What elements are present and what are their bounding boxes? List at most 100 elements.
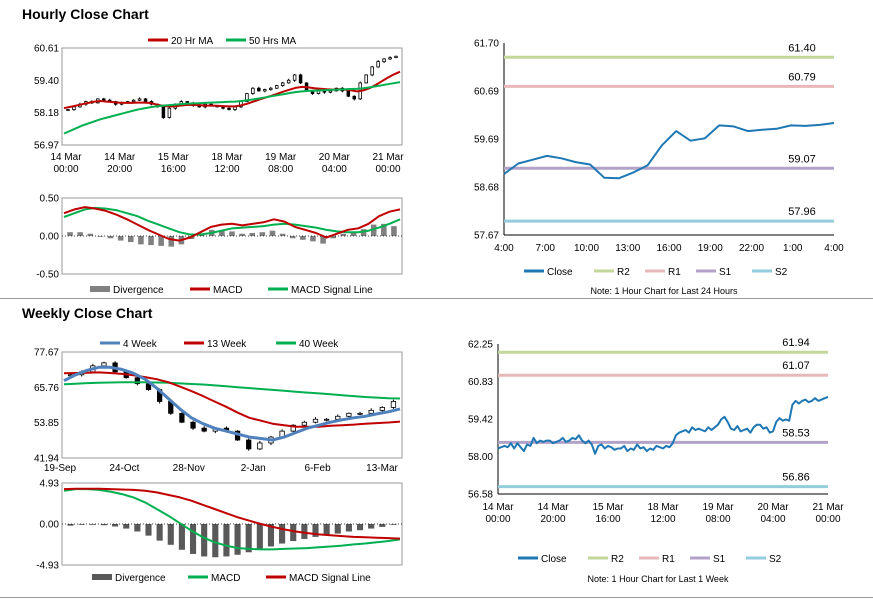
weekly-macd-divergence-bar <box>212 524 219 558</box>
weekly-price-xtick: 13-Mar <box>366 463 398 474</box>
weekly-price-candle <box>257 442 263 450</box>
weekly-price-candle <box>379 406 385 411</box>
weekly-price-candle <box>134 377 140 385</box>
hourly-levels-xtick: 10:00 <box>574 243 599 254</box>
hourly-price-candle <box>388 57 392 60</box>
weekly-macd-divergence-bar <box>279 524 286 544</box>
weekly-levels-ytick: 56.58 <box>468 490 493 501</box>
hourly-macd-divergence-bar <box>330 236 336 239</box>
weekly-macd-divergence-bar <box>368 524 375 529</box>
weekly-price-candle <box>324 418 330 421</box>
weekly-levels-close-line <box>497 395 829 455</box>
hourly-price-ytick: 58.18 <box>34 108 59 119</box>
hourly-price-candle <box>394 55 398 58</box>
weekly-levels-ytick: 60.83 <box>468 377 493 388</box>
weekly-macd-ytick: -4.93 <box>36 561 59 572</box>
hourly-levels-s2-value: 57.96 <box>788 206 816 218</box>
hourly-macd-ytick: -0.50 <box>36 270 59 281</box>
hourly-macd-divergence-bar <box>148 236 154 246</box>
weekly-levels-legend-label: Close <box>541 554 567 565</box>
hourly-price-ytick: 60.61 <box>34 44 59 55</box>
hourly-price-candle <box>298 74 303 84</box>
hourly-levels-ytick: 58.68 <box>474 183 499 194</box>
hourly-price-xtick: 15 Mar <box>158 152 190 163</box>
weekly-price-candle <box>246 439 252 450</box>
hourly-levels-legend-label: Close <box>547 267 573 278</box>
weekly-macd-divergence-bar <box>89 524 96 525</box>
weekly-levels-xtick: 12:00 <box>650 514 675 525</box>
weekly-price-ytick: 53.85 <box>34 418 59 429</box>
weekly-macd-divergence-bar <box>100 524 108 526</box>
weekly-price-candle <box>346 412 352 417</box>
hourly-price-candle <box>257 87 261 92</box>
weekly-price-candle <box>368 409 374 414</box>
hourly-macd-divergence-bar <box>350 232 357 236</box>
weekly-price-legend-label: 4 Week <box>123 339 158 350</box>
hourly-price-candle <box>352 95 357 100</box>
hourly-price-candle <box>131 99 136 102</box>
hourly-levels-legend-label: R2 <box>617 267 630 278</box>
hourly-price-candle <box>227 107 231 110</box>
weekly-ma40-line <box>63 381 401 400</box>
weekly-macd-divergence-bar <box>112 524 119 527</box>
hourly-price-candle <box>263 89 267 92</box>
hourly-levels-xtick: 4:00 <box>494 243 514 254</box>
weekly-macd-signal-line <box>63 487 401 540</box>
weekly-macd-divergence-bar <box>334 524 341 534</box>
weekly-macd-divergence-bar <box>323 524 330 536</box>
hourly-macd-divergence-bar <box>168 236 175 247</box>
weekly-levels-xtick: 15 Mar <box>592 502 624 513</box>
hourly-levels-ytick: 59.69 <box>474 135 499 146</box>
weekly-macd-legend-label: MACD Signal Line <box>289 573 371 584</box>
weekly-macd-divergence-bar <box>267 524 275 547</box>
hourly-macd-divergence-bar <box>87 233 94 236</box>
weekly-ma4-line <box>63 365 401 442</box>
hourly-price-xtick: 12:00 <box>214 164 239 175</box>
weekly-price-candle <box>335 415 341 420</box>
weekly-levels-ytick: 62.25 <box>468 340 493 351</box>
weekly-macd-divergence-bar <box>145 524 152 536</box>
hourly-levels-ytick: 61.70 <box>474 39 499 50</box>
weekly-macd-divergence-bar <box>178 524 185 550</box>
hourly-price-candle <box>286 79 291 84</box>
hourly-levels-note: Note: 1 Hour Chart for Last 24 Hours <box>590 286 738 296</box>
weekly-macd-divergence-bar <box>78 524 85 525</box>
weekly-macd-divergence-bar <box>123 524 130 529</box>
weekly-macd-line <box>63 488 401 551</box>
weekly-section-title: Weekly Close Chart <box>22 305 153 321</box>
weekly-price-candle <box>357 412 363 415</box>
hourly-price-xtick: 19 Mar <box>265 152 297 163</box>
hourly-levels-xtick: 4:00 <box>824 243 844 254</box>
weekly-levels-xtick: 20 Mar <box>757 502 789 513</box>
weekly-levels-legend-label: R2 <box>611 554 624 565</box>
hourly-macd-legend-swatch <box>90 286 110 292</box>
hourly-macd-ytick: 0.00 <box>40 232 60 243</box>
weekly-price-candle <box>312 418 319 423</box>
weekly-macd-legend-label: MACD <box>211 573 240 584</box>
hourly-price-xtick: 21 Mar <box>372 152 404 163</box>
weekly-levels-note: Note: 1 Hour Chart for Last 1 Week <box>588 574 729 584</box>
hourly-levels-xtick: 13:00 <box>615 243 640 254</box>
hourly-price-xtick: 08:00 <box>268 164 293 175</box>
hourly-price-xtick: 00:00 <box>375 164 400 175</box>
weekly-levels-xtick: 19 Mar <box>702 502 734 513</box>
weekly-levels-r1-value: 61.07 <box>782 360 810 372</box>
hourly-levels-xtick: 22:00 <box>739 243 764 254</box>
hourly-macd-divergence-bar <box>229 231 235 236</box>
weekly-macd-legend-label: Divergence <box>115 573 166 584</box>
weekly-levels-legend-label: S2 <box>769 554 782 565</box>
hourly-levels-r2-value: 61.40 <box>788 42 816 54</box>
weekly-price-candle <box>290 424 296 432</box>
hourly-macd-divergence-bar <box>370 224 377 236</box>
hourly-price-candle <box>370 66 374 76</box>
hourly-macd-divergence-bar <box>279 233 286 236</box>
hourly-macd-divergence-bar <box>300 236 306 240</box>
weekly-macd-divergence-bar <box>201 524 208 557</box>
hourly-price-candle <box>167 107 172 118</box>
weekly-macd-divergence-bar <box>345 524 352 532</box>
weekly-price-xtick: 2-Jan <box>241 463 266 474</box>
weekly-levels-xtick: 16:00 <box>595 514 620 525</box>
hourly-macd-ytick: 0.50 <box>40 194 60 205</box>
hourly-macd-divergence-bar <box>310 236 316 242</box>
weekly-macd-ytick: 4.93 <box>40 479 60 490</box>
